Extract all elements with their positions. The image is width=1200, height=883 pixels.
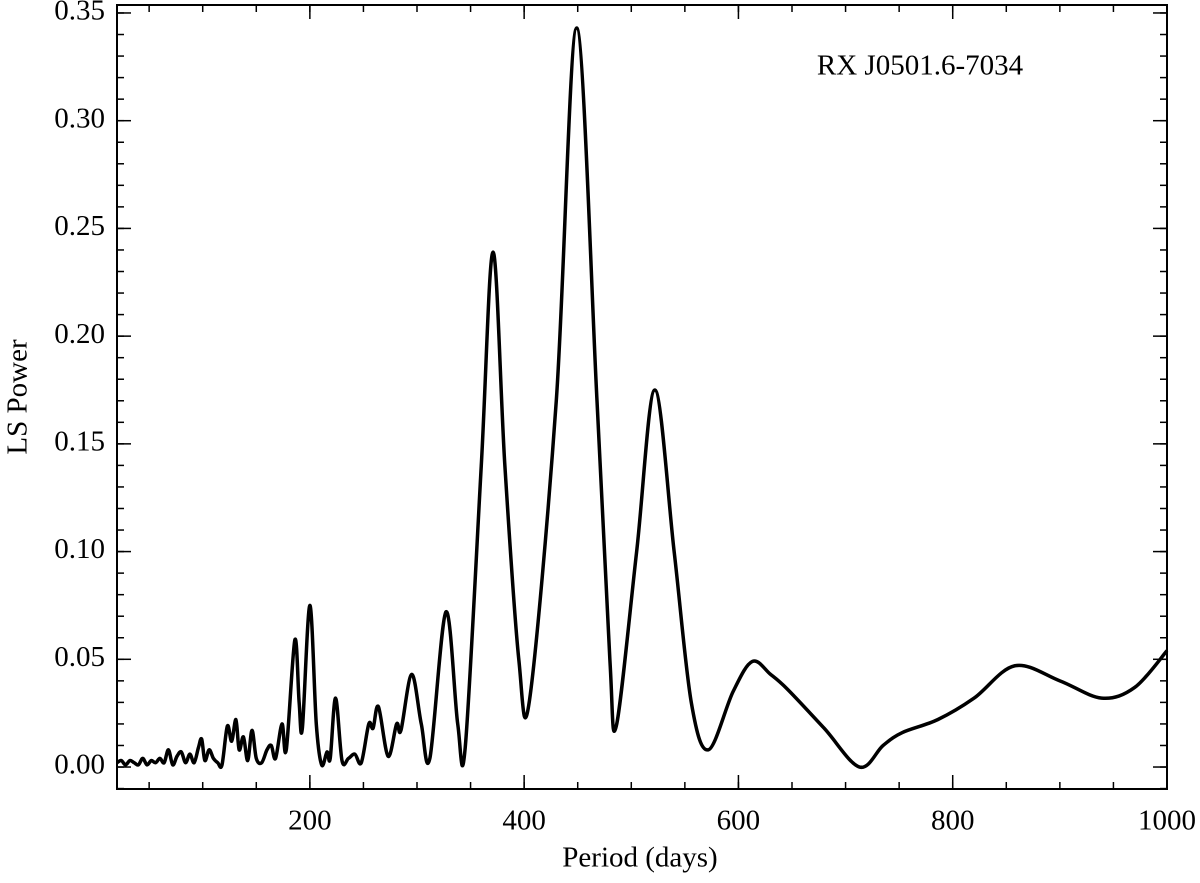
y-tick-label: 0.10 — [54, 533, 105, 565]
y-tick-label: 0.25 — [54, 210, 105, 242]
y-tick-label: 0.30 — [54, 102, 105, 134]
annotation: RX J0501.6-7034 — [817, 50, 1024, 82]
x-tick-label: 800 — [931, 805, 975, 837]
y-tick-label: 0.00 — [54, 749, 105, 781]
y-tick-label: 0.15 — [54, 426, 105, 458]
y-tick-label: 0.20 — [54, 318, 105, 350]
x-tick-label: 600 — [717, 805, 761, 837]
x-tick-label: 200 — [288, 805, 332, 837]
plot-frame — [116, 4, 1168, 790]
x-axis-label: Period (days) — [562, 842, 717, 874]
y-tick-label: 0.05 — [54, 641, 105, 673]
x-tick-label: 1000 — [1138, 805, 1196, 837]
data-line — [116, 26, 1169, 770]
y-tick-label: 0.35 — [54, 0, 105, 27]
x-tick-label: 400 — [502, 805, 546, 837]
y-axis-label: LS Power — [2, 339, 34, 455]
